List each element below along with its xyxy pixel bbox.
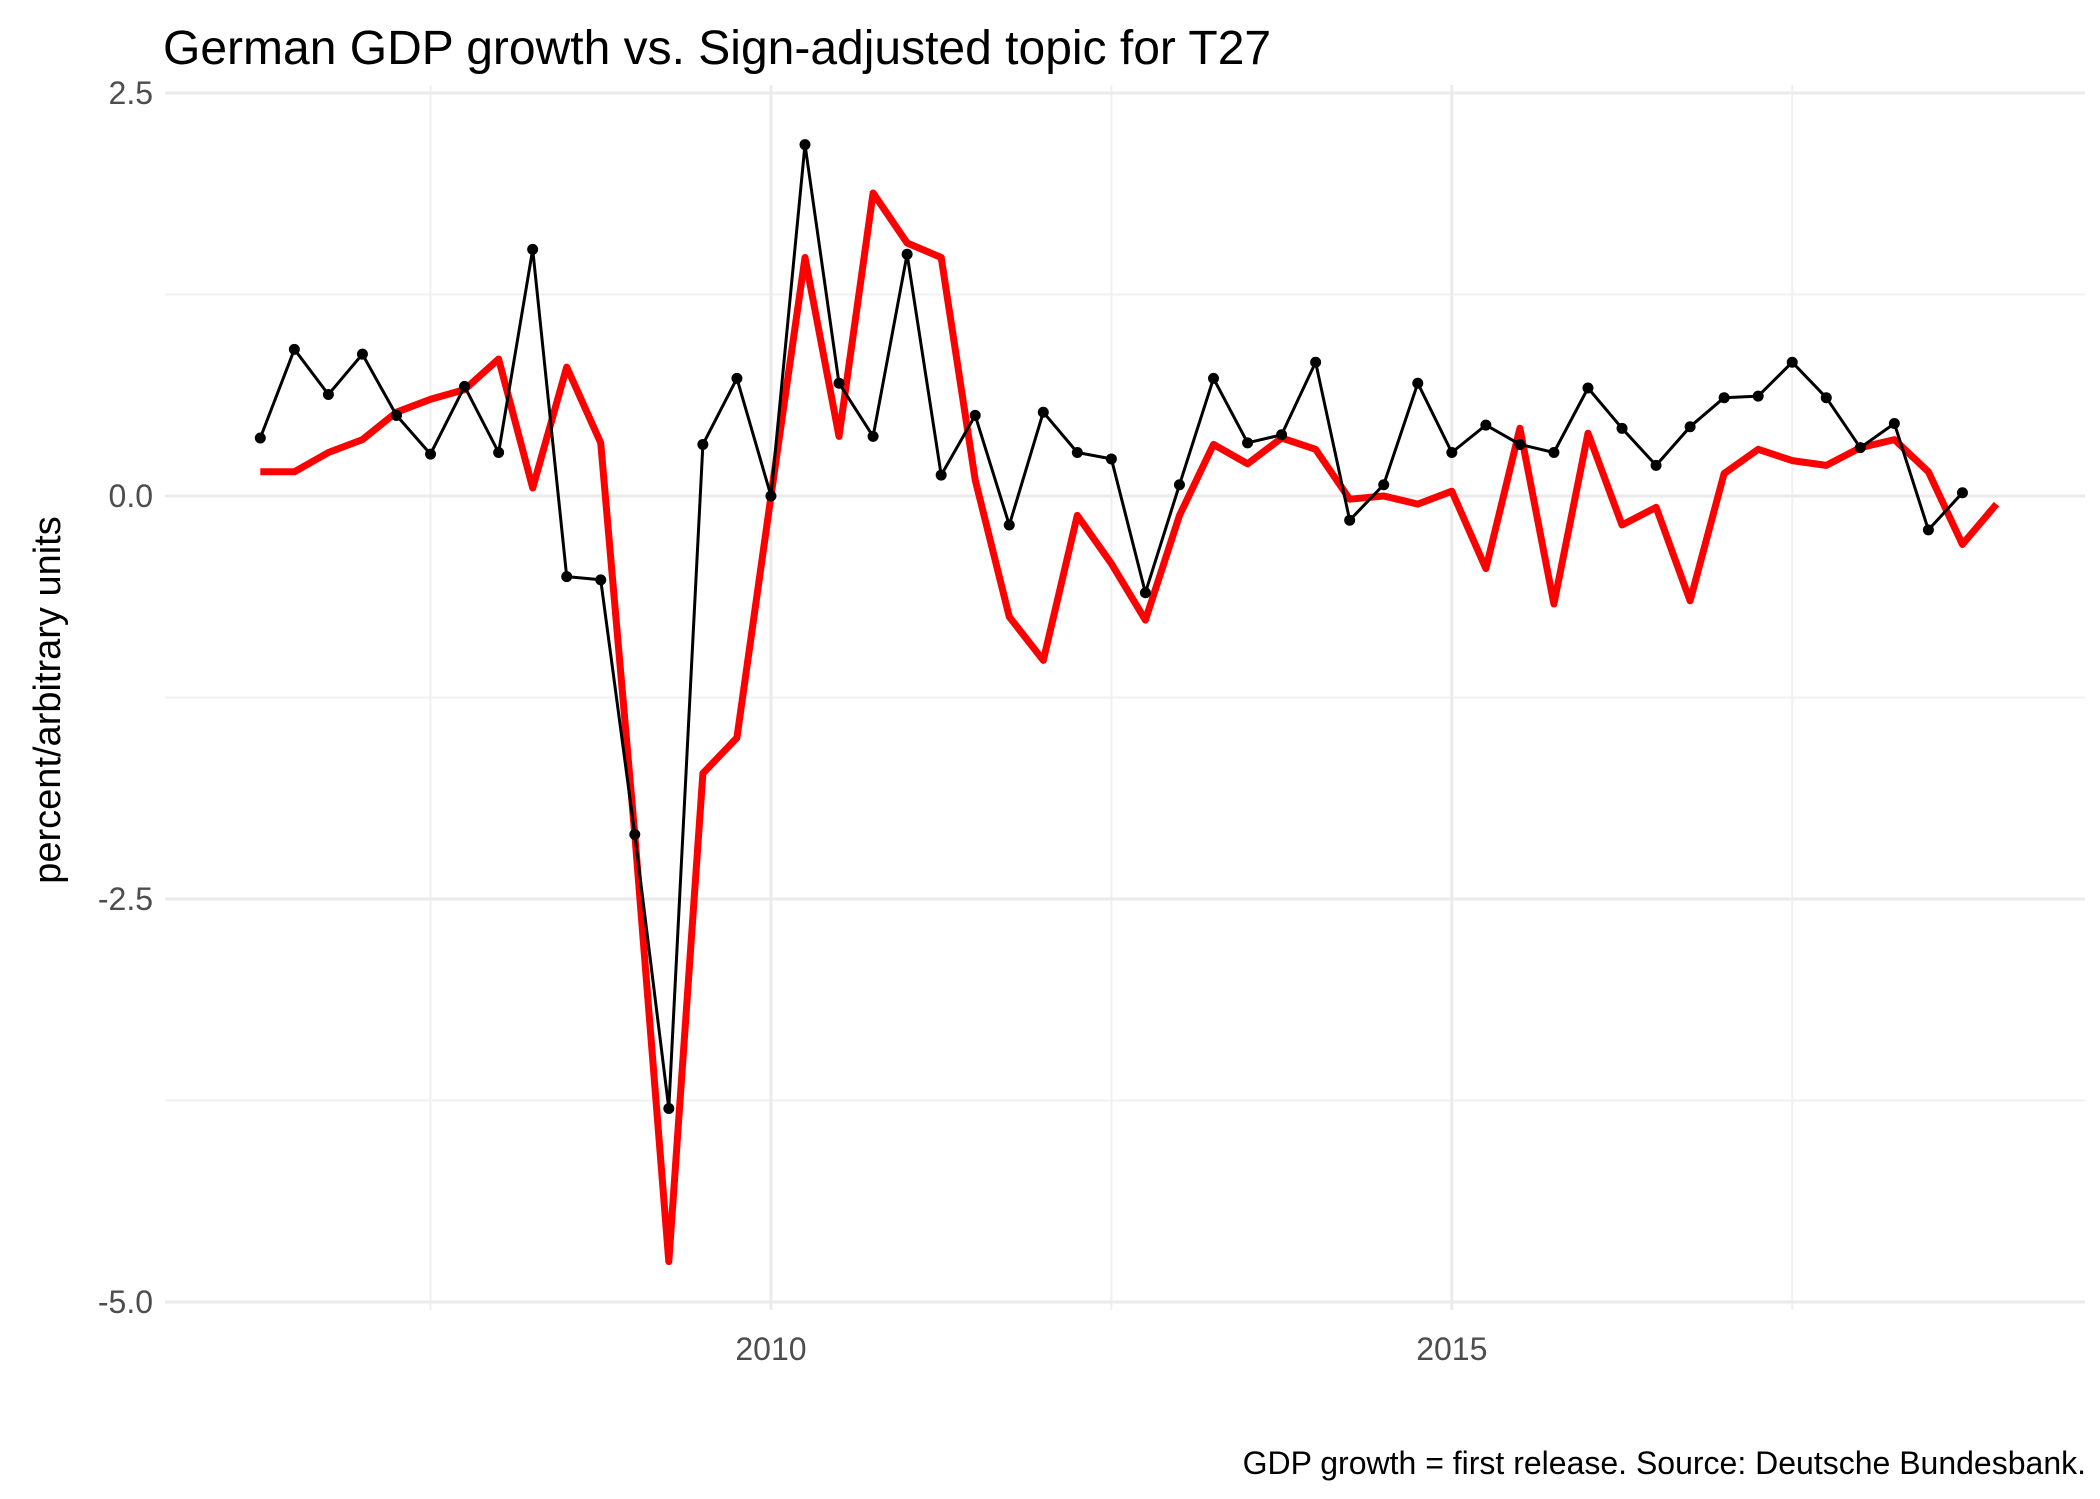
gdp-growth-point [254,432,266,444]
gdp-growth-point [799,139,811,151]
x-tick-label: 2010 [735,1331,806,1367]
gdp-growth-point [390,409,402,421]
gdp-growth-point [1820,392,1832,404]
gdp-growth-point [1446,447,1458,458]
topic-series-line [260,189,2000,1266]
gdp-growth-point [697,438,709,450]
gdp-growth-point [1514,438,1526,450]
y-axis-label: percent/arbitrary units [27,516,69,884]
gdp-growth-point [561,571,573,583]
chart-caption: GDP growth = first release. Source: Deut… [1243,1445,2086,1481]
y-axis-tick-labels: 2.5 0.0 -2.5 -5.0 [98,75,153,1320]
gdp-growth-point [1888,417,1900,429]
gdp-growth-point [1310,356,1322,368]
minor-gridlines [165,85,2085,1310]
gdp-growth-point [356,348,368,360]
gdp-growth-point [1752,390,1764,402]
gdp-growth-point [1480,419,1492,431]
y-tick-label: 2.5 [109,75,153,111]
gdp-growth-point [527,243,539,255]
gdp-growth-point [1037,406,1049,418]
gdp-growth-point [1922,524,1934,536]
gdp-growth-point [1003,519,1015,531]
gdp-growth-point [493,447,505,458]
gdp-growth-point [1276,429,1288,441]
gdp-growth-point [731,372,743,384]
gdp-growth-point [1854,442,1866,454]
gdp-growth-point [1582,382,1594,394]
gdp-growth-point [1684,421,1696,433]
gdp-growth-point [629,829,641,841]
gdp-growth-point [1378,479,1390,491]
gdp-growth-point [663,1103,675,1115]
gdp-growth-point [1173,479,1185,491]
gdp-growth-point [1786,356,1798,368]
gdp-growth-point [595,574,607,586]
y-tick-label: -2.5 [98,881,153,917]
gdp-growth-point [1105,453,1117,465]
gdp-growth-point [1650,459,1662,471]
gdp-growth-point [901,248,913,260]
y-tick-label: -5.0 [98,1284,153,1320]
gdp-growth-point [969,409,981,421]
gdp-growth-point [765,490,777,502]
plot-series [254,139,2000,1266]
gdp-growth-point [425,448,437,460]
y-tick-label: 0.0 [109,478,153,514]
gdp-growth-point [1344,514,1356,526]
x-tick-label: 2015 [1416,1331,1487,1367]
gdp-growth-point [288,343,300,355]
gdp-growth-point [1071,447,1083,458]
gdp-growth-point [867,430,879,442]
gdp-growth-point [1616,422,1628,434]
x-axis-tick-labels: 2010 2015 [735,1331,1487,1367]
major-gridlines [165,85,2085,1310]
gdp-growth-point [1548,447,1560,458]
gdp-growth-point [935,469,947,481]
gdp-growth-point [1139,587,1151,599]
gdp-growth-point [1718,392,1730,404]
gdp-growth-point [1208,372,1220,384]
gdp-growth-point [322,388,334,400]
chart-title: German GDP growth vs. Sign-adjusted topi… [163,22,1271,75]
gdp-growth-point [459,380,471,392]
gdp-growth-point [1956,487,1968,499]
gdp-growth-point [1412,377,1424,389]
gdp-growth-point [833,377,845,389]
gdp-growth-point [1242,437,1254,449]
